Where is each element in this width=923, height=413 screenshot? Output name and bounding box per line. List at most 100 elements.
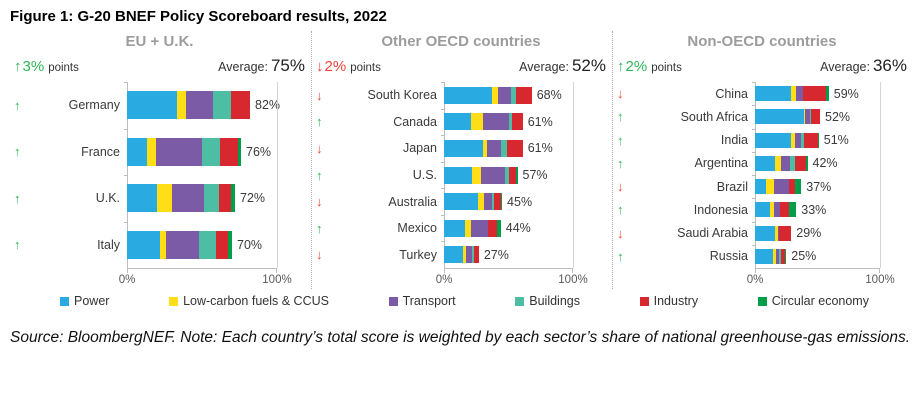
stacked-bar bbox=[444, 166, 518, 184]
power-segment bbox=[127, 184, 157, 213]
country-label: South Korea bbox=[367, 88, 438, 103]
transport-segment bbox=[481, 166, 505, 184]
down-arrow-icon: ↓ bbox=[316, 58, 324, 75]
country-row: ↑ U.S. 57% bbox=[314, 161, 608, 189]
stacked-bar bbox=[755, 155, 808, 171]
bar-value-label: 61% bbox=[527, 114, 553, 129]
buildings-segment bbox=[511, 86, 517, 104]
circular-segment bbox=[238, 137, 241, 166]
country-label: Japan bbox=[402, 141, 437, 156]
up-arrow-icon: ↑ bbox=[617, 155, 624, 171]
panel-subheader: ↑ 3% points Average: 75% bbox=[12, 56, 307, 82]
legend-label: Low-carbon fuels & CCUS bbox=[183, 294, 329, 308]
bar-track: 59% bbox=[755, 86, 880, 102]
country-label: U.K. bbox=[95, 191, 120, 206]
power-segment bbox=[444, 246, 464, 264]
down-arrow-icon: ↓ bbox=[316, 247, 323, 263]
country-row: ↓ Turkey 27% bbox=[314, 241, 608, 268]
legend-item: Industry bbox=[639, 294, 698, 308]
transport-segment bbox=[486, 139, 501, 157]
country-label: Mexico bbox=[397, 221, 437, 236]
legend-item: Buildings bbox=[515, 294, 580, 308]
circular-segment bbox=[795, 179, 802, 195]
buildings-segment bbox=[472, 246, 474, 264]
low-carbon-segment bbox=[464, 219, 472, 237]
buildings-segment bbox=[491, 193, 495, 211]
country-label: Russia bbox=[709, 249, 748, 264]
axis-max-label: 100% bbox=[262, 274, 292, 286]
stacked-bar bbox=[444, 246, 479, 264]
transport-segment bbox=[773, 202, 780, 218]
panel-average: Average: 52% bbox=[519, 56, 606, 76]
low-carbon-segment bbox=[775, 225, 778, 241]
bar-track: 76% bbox=[127, 137, 277, 166]
bar-value-label: 44% bbox=[505, 221, 531, 236]
average-value: 52% bbox=[571, 56, 606, 75]
panel-trend: ↓ 2% points bbox=[316, 58, 381, 75]
low-carbon-segment bbox=[176, 91, 186, 120]
transport-segment bbox=[166, 230, 199, 259]
plot-area: ↓ China 59% ↑ South Africa 52% ↑ India 51% ↑ Argen… bbox=[615, 82, 909, 268]
country-label: Canada bbox=[393, 114, 437, 129]
transport-segment bbox=[471, 219, 488, 237]
bar-value-label: 76% bbox=[246, 144, 272, 159]
bar-track: 44% bbox=[444, 219, 573, 237]
country-row: ↓ Australia 45% bbox=[314, 188, 608, 215]
low-carbon-segment bbox=[471, 113, 483, 131]
stacked-bar bbox=[755, 86, 829, 102]
low-carbon-segment bbox=[472, 166, 482, 184]
buildings-segment bbox=[778, 248, 782, 264]
transport-segment bbox=[805, 109, 810, 125]
panel-subheader: ↑ 2% points Average: 36% bbox=[615, 56, 909, 82]
country-label: South Africa bbox=[680, 109, 748, 124]
low-carbon-segment bbox=[482, 139, 487, 157]
bar-value-label: 25% bbox=[791, 249, 817, 264]
industry-segment bbox=[230, 91, 250, 120]
power-segment bbox=[444, 219, 465, 237]
axis-min-label: 0% bbox=[746, 274, 764, 286]
legend: Power Low-carbon fuels & CCUS Transport Bui… bbox=[10, 289, 913, 308]
country-label: Brazil bbox=[716, 179, 748, 194]
buildings-segment bbox=[202, 137, 220, 166]
low-carbon-segment bbox=[766, 179, 774, 195]
up-arrow-icon: ↑ bbox=[316, 220, 323, 236]
panel-other-oecd: Other OECD countries ↓ 2% points Average: 52%… bbox=[311, 31, 612, 289]
buildings-segment bbox=[810, 109, 812, 125]
industry-segment bbox=[508, 166, 517, 184]
x-axis: 0% 100% bbox=[119, 268, 292, 289]
bar-value-label: 70% bbox=[237, 237, 263, 252]
circular-segment bbox=[227, 230, 232, 259]
country-label: Australia bbox=[388, 194, 437, 209]
average-value: 75% bbox=[270, 56, 305, 75]
power-segment bbox=[127, 91, 177, 120]
bar-value-label: 57% bbox=[522, 168, 548, 183]
panel-title: Other OECD countries bbox=[381, 33, 541, 50]
axis-max-label: 100% bbox=[865, 274, 895, 286]
country-label: India bbox=[720, 133, 748, 148]
country-row: ↓ Saudi Arabia 29% bbox=[615, 221, 909, 245]
stacked-bar bbox=[755, 179, 802, 195]
bar-track: 27% bbox=[444, 246, 573, 264]
up-arrow-icon: ↑ bbox=[316, 167, 323, 183]
panel-average: Average: 36% bbox=[820, 56, 907, 76]
low-carbon-segment bbox=[160, 230, 166, 259]
circular-segment bbox=[230, 184, 235, 213]
country-row: ↓ China 59% bbox=[615, 82, 909, 105]
bar-value-label: 33% bbox=[801, 202, 827, 217]
circular-segment bbox=[826, 86, 829, 102]
up-arrow-icon: ↑ bbox=[316, 114, 323, 130]
axis-max-label: 100% bbox=[558, 274, 588, 286]
trend-points-label: points bbox=[350, 62, 381, 74]
bar-track: 42% bbox=[755, 155, 880, 171]
country-row: ↑ South Africa 52% bbox=[615, 105, 909, 128]
industry-segment bbox=[780, 202, 789, 218]
power-segment bbox=[755, 155, 775, 171]
country-label: Saudi Arabia bbox=[677, 226, 748, 241]
country-row: ↑ Mexico 44% bbox=[314, 214, 608, 242]
circular-segment bbox=[785, 248, 787, 264]
industry-segment bbox=[507, 139, 523, 157]
industry-segment bbox=[781, 248, 785, 264]
circular-legend-marker-icon bbox=[757, 296, 767, 306]
country-row: ↑ Italy 70% bbox=[12, 221, 307, 269]
